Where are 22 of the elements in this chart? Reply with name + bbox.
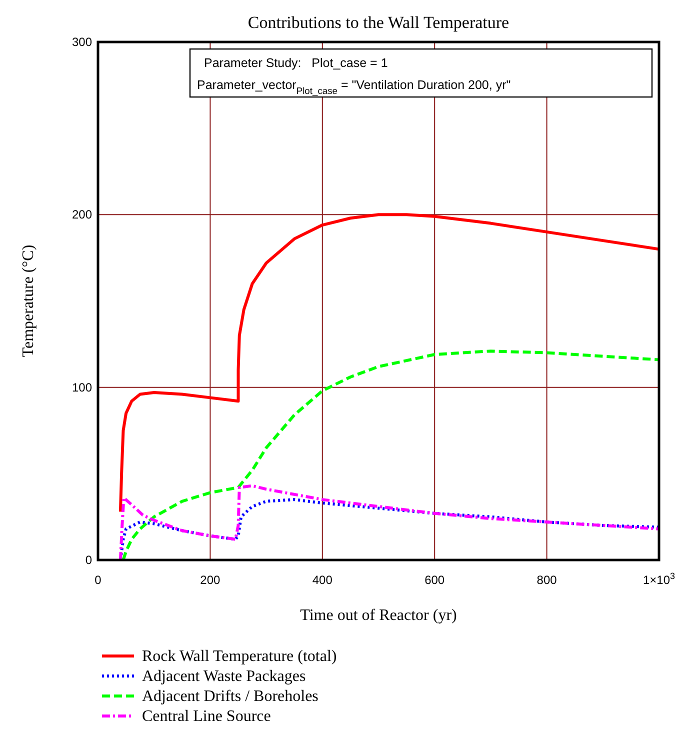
y-tick-label: 0: [85, 553, 92, 567]
legend-label: Rock Wall Temperature (total): [142, 648, 337, 665]
legend-label: Adjacent Waste Packages: [142, 668, 306, 685]
line-series: [118, 213, 660, 514]
y-axis-title: Temperature (°C): [20, 244, 37, 358]
y-tick-label: 300: [72, 35, 92, 49]
x-tick-label: 800: [536, 573, 558, 587]
chart-title: Contributions to the Wall Temperature: [248, 13, 510, 32]
y-tick-label: 100: [72, 380, 92, 394]
y-tick-label: 200: [72, 208, 92, 222]
annotation: Parameter Study: Plot_case = 1: [204, 56, 388, 70]
legend-label: Adjacent Drifts / Boreholes: [142, 688, 318, 705]
annotation: Parameter_vector$_{Plot_case}$ = "Ventilation Duration 200, yr": [197, 78, 511, 96]
line-series: [118, 484, 660, 562]
x-tick-label: 400: [312, 573, 333, 587]
x-tick-label: 0: [94, 573, 102, 587]
legend-label: Central Line Source: [142, 708, 271, 725]
line-series: [122, 350, 660, 562]
x-axis-title: Time out of Reactor (yr): [300, 607, 457, 624]
x-tick-label: 200: [200, 573, 221, 587]
x-tick-label: 1×10$^{3}$: [642, 571, 676, 587]
x-tick-label: 600: [424, 573, 445, 587]
